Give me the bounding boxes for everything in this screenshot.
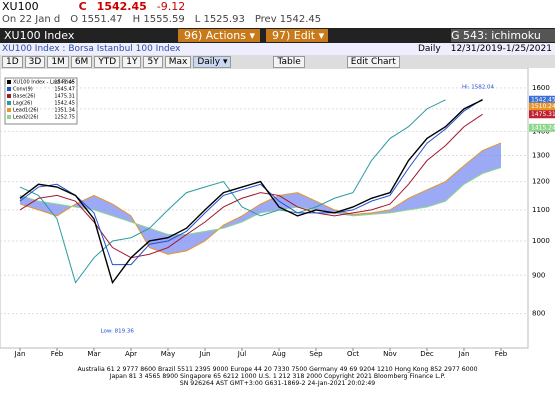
range-button[interactable]: Max: [164, 55, 192, 68]
x-tick-label: Jun: [199, 350, 211, 358]
range-button[interactable]: Edit Chart: [346, 55, 400, 68]
y-tick-label: 1000: [532, 237, 550, 245]
x-tick-label: Mar: [87, 350, 100, 358]
description-row: XU100 Index : Borsa Istanbul 100 Index D…: [0, 43, 555, 55]
toolbar: XU100 Index 96) Actions ▾ 97) Edit ▾ G 5…: [0, 28, 555, 43]
legend-value: 1475.31: [54, 94, 75, 100]
y-tick-label: 1100: [532, 206, 550, 214]
x-tick-label: Sep: [309, 350, 323, 358]
legend-swatch: [7, 108, 11, 112]
y-tick-label: 800: [532, 310, 545, 318]
legend-label: Lead1(26): [13, 108, 39, 114]
legend-swatch: [7, 115, 11, 119]
security: XU100 Index: [4, 29, 75, 42]
x-tick-label: Jan: [458, 350, 470, 358]
legend-value: 1351.34: [54, 108, 75, 114]
price-tag: [529, 95, 555, 104]
x-tick-label: Jan: [14, 350, 26, 358]
range-button[interactable]: 1M: [47, 55, 69, 68]
range-button[interactable]: Daily ▾: [193, 55, 232, 68]
x-tick-label: Jul: [237, 350, 247, 358]
series-line: [19, 99, 446, 284]
ohlc-field: L 1525.93: [194, 14, 245, 25]
change: -9.12: [156, 0, 186, 13]
footer: Australia 61 2 9777 8600 Brazil 5511 239…: [0, 366, 555, 387]
x-tick-label: Feb: [495, 350, 508, 358]
series-line: [19, 167, 502, 236]
price-tag: [529, 110, 555, 119]
annotation: Hi: 1582.04: [462, 85, 495, 91]
actions-menu[interactable]: 96) Actions ▾: [178, 29, 260, 42]
price-tag: [529, 102, 555, 111]
legend-label: XU100 Index - Last Price: [13, 80, 74, 86]
range-button[interactable]: YTD: [94, 55, 121, 68]
ohlc-field: Prev 1542.45: [254, 14, 322, 25]
description: XU100 Index : Borsa Istanbul 100 Index: [2, 44, 181, 54]
ohlc-field: H 1555.59: [132, 14, 185, 25]
annotation: Low: 819.36: [101, 329, 135, 335]
close-label: C: [78, 0, 87, 13]
range-button[interactable]: 3D: [24, 55, 46, 68]
legend-swatch: [7, 87, 11, 91]
footer-line: Australia 61 2 9777 8600 Brazil 5511 239…: [77, 366, 478, 373]
range-button[interactable]: Table: [273, 55, 305, 68]
legend-swatch: [7, 94, 11, 98]
x-tick-label: Apr: [125, 350, 137, 358]
legend-value: 1542.45: [54, 101, 75, 107]
y-tick-label: 1300: [532, 151, 550, 159]
price-tag-label: 1415.24: [531, 124, 555, 131]
frequency: Daily: [417, 44, 441, 54]
series-line: [19, 99, 483, 285]
y-tick-label: 900: [532, 271, 545, 279]
y-tick-label: 1600: [532, 84, 550, 92]
edit-menu[interactable]: 97) Edit ▾: [266, 29, 328, 42]
legend-label: Base(26): [13, 94, 35, 100]
price-tag: [529, 123, 555, 132]
legend-box: [4, 77, 78, 125]
range-button[interactable]: 1D: [2, 55, 23, 68]
legend-value: 1542.45: [54, 80, 75, 86]
year-label: 2021: [464, 357, 482, 358]
date-range: 12/31/2019-1/25/2021: [450, 44, 552, 54]
x-tick-label: Oct: [347, 350, 359, 358]
ticker: XU100: [2, 0, 39, 13]
series-line: [19, 113, 483, 259]
close: 1542.45: [96, 0, 147, 13]
price-tag-label: 1542.45: [531, 96, 555, 103]
legend-value: 1252.75: [54, 115, 75, 121]
price-tag-label: 1475.31: [531, 111, 555, 118]
series-line: [19, 142, 502, 255]
ichimoku-cloud: [20, 142, 501, 255]
ohlc-field: O 1551.47: [70, 14, 123, 25]
x-tick-label: May: [161, 350, 175, 358]
x-tick-label: Aug: [272, 350, 286, 358]
legend-value: 1545.47: [54, 87, 75, 93]
range-button[interactable]: 5Y: [143, 55, 163, 68]
price-tag-label: 1510.24: [531, 103, 555, 110]
chart: 8009001000110012001300140015001600JanFeb…: [0, 68, 555, 358]
y-tick-label: 1200: [532, 178, 550, 186]
ohlc-field: On 22 Jan d: [2, 14, 61, 25]
page-id: G 543: ichimoku: [451, 29, 555, 42]
legend-swatch: [7, 101, 11, 105]
legend-label: Lead2(26): [13, 115, 39, 121]
button-row: 1D 3D 1M 6M YTD 1Y 5Y Max Daily ▾ Table Edit Chart: [0, 55, 555, 68]
x-tick-label: Dec: [420, 350, 434, 358]
footer-line: Japan 81 3 4565 8900 Singapore 65 6212 1…: [109, 373, 446, 380]
quote-row: XU100 C 1542.45 -9.12: [0, 0, 555, 13]
legend-label: Lag(26): [13, 101, 32, 107]
range-button[interactable]: 1Y: [122, 55, 142, 68]
footer-line: SN 926264 AST GMT+3:00 G631-1869-2 24-Ja…: [179, 380, 376, 387]
range-button[interactable]: 6M: [70, 55, 93, 68]
series-line: [19, 98, 483, 266]
legend-swatch: [7, 80, 11, 84]
year-label: 2020: [224, 357, 242, 358]
ohlc-row: On 22 Jan d O 1551.47 H 1555.59 L 1525.93 Pr…: [0, 13, 555, 26]
x-tick-label: Nov: [383, 350, 397, 358]
legend-label: Conv(9): [13, 87, 33, 93]
x-tick-label: Feb: [51, 350, 64, 358]
